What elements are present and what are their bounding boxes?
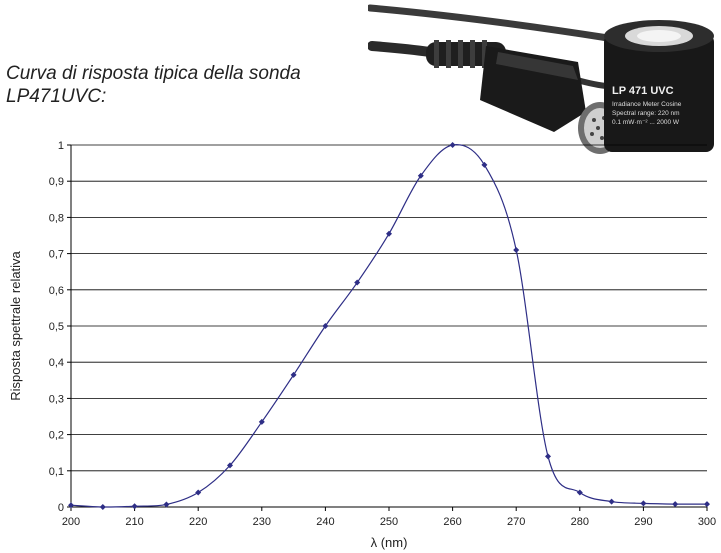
x-axis-label: λ (nm) bbox=[371, 535, 408, 550]
x-tick-label: 240 bbox=[316, 516, 334, 528]
data-point bbox=[131, 503, 138, 510]
sensor-label-line-2: Irradiance Meter Cosine bbox=[612, 101, 682, 108]
y-tick-label: 0,8 bbox=[49, 212, 64, 224]
data-point bbox=[481, 161, 488, 168]
y-tick-label: 1 bbox=[58, 140, 64, 152]
data-point bbox=[386, 230, 392, 237]
grid-lines bbox=[67, 144, 707, 508]
data-point bbox=[608, 498, 615, 505]
x-tick-label: 220 bbox=[189, 516, 207, 528]
data-point bbox=[545, 453, 551, 460]
x-tick-label: 300 bbox=[698, 516, 716, 528]
data-point bbox=[227, 462, 233, 469]
y-tick-labels: 0 0,1 0,2 0,3 0,4 0,5 0,6 0,7 0,8 0,9 1 bbox=[49, 140, 64, 514]
series-line bbox=[70, 144, 708, 508]
data-point bbox=[704, 501, 710, 508]
uv-probe-photo: LP 471 UVC Irradiance Meter Cosine Spect… bbox=[368, 4, 714, 154]
x-tick-label: 250 bbox=[380, 516, 398, 528]
data-point bbox=[576, 489, 583, 496]
data-point bbox=[672, 501, 679, 508]
x-tick-labels: 200 210 220 230 240 250 260 270 280 290 300 bbox=[62, 507, 716, 528]
data-point bbox=[163, 501, 170, 508]
data-point bbox=[68, 502, 74, 509]
y-tick-label: 0,1 bbox=[49, 466, 64, 478]
y-tick-label: 0,4 bbox=[49, 357, 64, 369]
data-point bbox=[513, 246, 520, 253]
caption-line-2: LP471UVC: bbox=[6, 86, 107, 107]
data-point bbox=[290, 371, 297, 378]
data-point bbox=[417, 172, 424, 179]
data-point bbox=[195, 489, 202, 496]
chart-caption: Curva di risposta tipica della sonda LP4… bbox=[6, 62, 336, 108]
data-point bbox=[354, 279, 361, 286]
x-tick-label: 200 bbox=[62, 516, 80, 528]
y-tick-label: 0,5 bbox=[49, 321, 64, 333]
y-tick-label: 0,3 bbox=[49, 393, 64, 405]
data-point bbox=[449, 142, 456, 148]
data-point bbox=[258, 418, 265, 425]
y-tick-label: 0,6 bbox=[49, 285, 64, 297]
x-tick-label: 280 bbox=[571, 516, 589, 528]
data-point bbox=[640, 500, 647, 507]
sensor-head bbox=[604, 20, 714, 152]
data-point bbox=[322, 323, 329, 329]
data-point bbox=[99, 504, 106, 510]
y-tick-label: 0 bbox=[58, 502, 64, 514]
y-tick-label: 0,2 bbox=[49, 430, 64, 442]
y-tick-label: 0,9 bbox=[49, 176, 64, 188]
x-tick-label: 210 bbox=[125, 516, 143, 528]
sensor-label-line-3: Spectral range: 220 nm bbox=[612, 110, 680, 117]
caption-line-1: Curva di risposta tipica della sonda bbox=[6, 63, 301, 84]
y-axis-label: Risposta spettrale relativa bbox=[8, 250, 23, 400]
x-tick-label: 260 bbox=[443, 516, 461, 528]
y-tick-label: 0,7 bbox=[49, 249, 64, 261]
sensor-label-line-4: 0.1 mW·m⁻² ... 2000 W bbox=[612, 119, 680, 126]
sensor-label-model: LP 471 UVC bbox=[612, 85, 674, 97]
x-tick-label: 230 bbox=[253, 516, 271, 528]
series-markers bbox=[68, 142, 710, 510]
x-tick-label: 270 bbox=[507, 516, 525, 528]
probe-cable-upper bbox=[368, 4, 612, 42]
x-tick-label: 290 bbox=[634, 516, 652, 528]
